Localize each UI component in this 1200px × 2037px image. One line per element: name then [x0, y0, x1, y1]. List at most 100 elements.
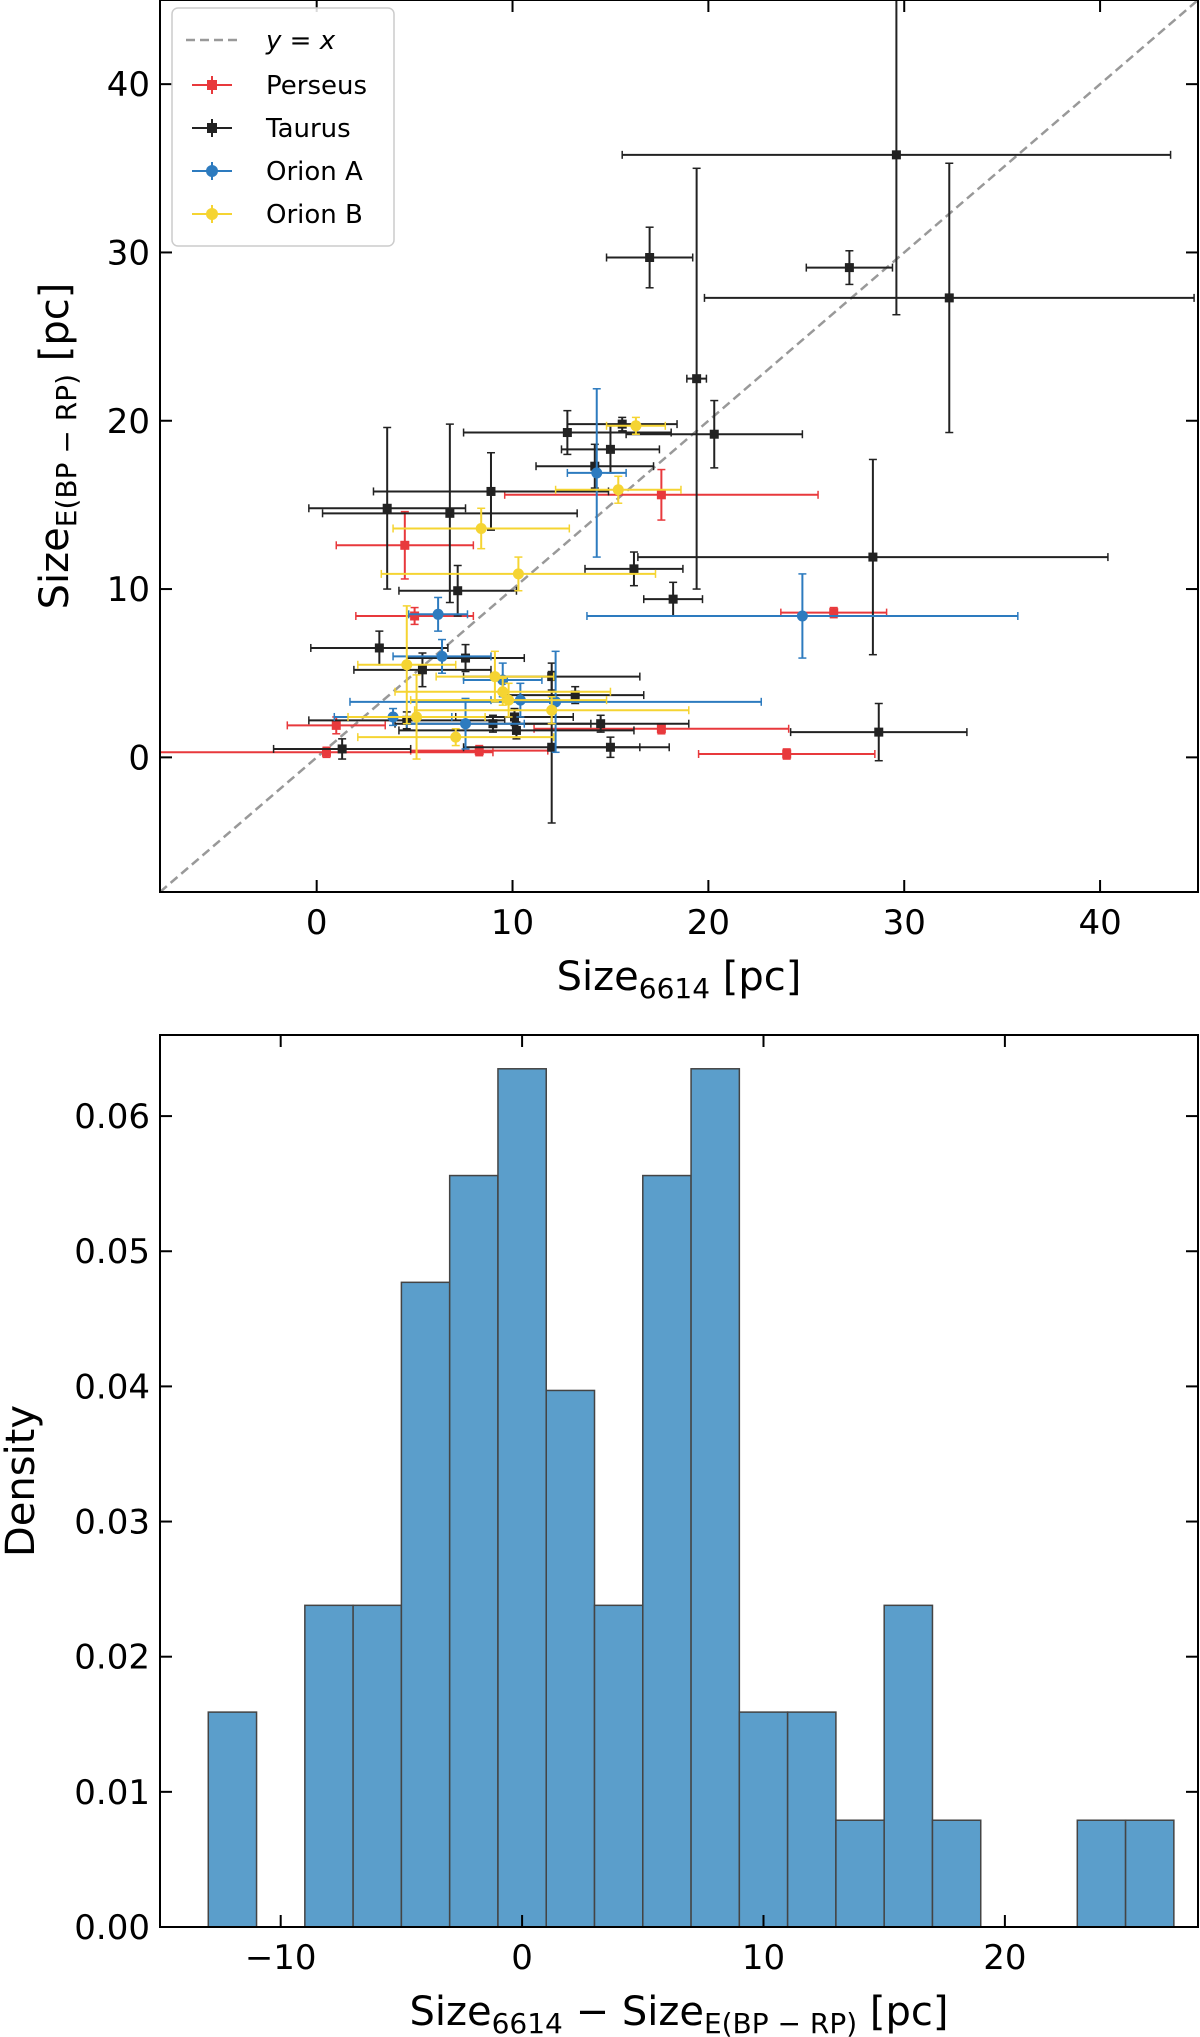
marker [417, 665, 427, 675]
marker [570, 690, 580, 700]
marker [829, 608, 839, 618]
point-taurus-29 [789, 702, 968, 762]
point-orion-b-7 [409, 682, 608, 718]
marker [460, 718, 472, 730]
scatter-tick-layer: 0 10 20 30 40 0 10 20 30 40 [107, 0, 1198, 943]
point-orion-a-0 [566, 388, 627, 558]
histogram-bar-15 [1076, 1819, 1127, 1928]
scatter-xlabel-main: Size [557, 954, 639, 1000]
marker [497, 686, 509, 698]
marker [617, 419, 627, 429]
histogram-bar-9 [690, 1068, 741, 1928]
scatter-plot-frame [159, 0, 1199, 893]
scatter-ylabel-main: Size [32, 527, 78, 609]
point-orion-b-8 [413, 696, 690, 725]
histogram-bar-13 [883, 1604, 934, 1928]
point-taurus-27 [550, 736, 670, 759]
marker [450, 731, 462, 743]
marker [630, 420, 642, 432]
legend-ref-rhs: x [319, 26, 336, 56]
marker [511, 725, 521, 735]
hist-ytick-label: 0.03 [74, 1503, 150, 1543]
point-taurus-7 [462, 409, 672, 456]
scatter-ytick-label: 30 [107, 233, 150, 273]
point-orion-a-6 [406, 697, 526, 750]
point-orion-b-5 [347, 674, 486, 760]
marker [474, 746, 484, 756]
hist-ytick-label: 0.06 [74, 1097, 150, 1137]
point-perseus-0 [335, 510, 475, 580]
hist-xtick-label: 20 [983, 1938, 1026, 1978]
hist-xtick-label: 0 [511, 1938, 533, 1978]
marker [509, 712, 519, 722]
scatter-data-layer [159, 0, 1199, 893]
hist-xtick-label: −10 [245, 1938, 317, 1978]
point-orion-a-2 [407, 596, 469, 632]
hist-xlabel-b-sub: E(BP − RP) [704, 2007, 857, 2037]
marker [546, 704, 558, 716]
point-perseus-1 [503, 468, 819, 521]
hist-xtick-label: 10 [742, 1938, 785, 1978]
legend-label-perseus: Perseus [266, 71, 367, 101]
hist-xlabel-unit: [pc] [857, 1989, 948, 2035]
legend-ref-op: = [281, 26, 319, 56]
legend-entry-taurus: Taurus [192, 114, 351, 144]
scatter-xlabel-unit: [pc] [710, 954, 801, 1000]
scatter-ylabel-unit: [pc] [32, 283, 78, 374]
scatter-y-axis-label: SizeE(BP − RP) [pc] [32, 283, 83, 610]
legend-entry-perseus: Perseus [192, 71, 367, 101]
point-taurus-17 [310, 630, 449, 666]
scatter-xlabel-sub: 6614 [639, 972, 710, 1005]
point-taurus-15 [642, 581, 704, 617]
marker [489, 671, 501, 683]
hist-ytick-label: 0.04 [74, 1367, 150, 1407]
point-orion-b-1 [554, 475, 682, 504]
point-orion-b-4 [357, 605, 457, 725]
histogram-bar-1 [304, 1604, 354, 1928]
scatter-ylabel-sub: E(BP − RP) [50, 374, 83, 527]
marker [605, 742, 615, 752]
hist-xlabel-a-main: Size [410, 1989, 492, 2035]
hist-ytick-label: 0.05 [74, 1232, 150, 1272]
hist-xlabel-op: − [563, 1989, 622, 2035]
marker [475, 522, 487, 534]
marker [512, 568, 524, 580]
histogram-bar-10 [738, 1711, 789, 1928]
marker [591, 467, 603, 479]
legend-label-taurus: Taurus [265, 114, 351, 144]
point-taurus-3 [703, 162, 1195, 434]
marker [612, 484, 624, 496]
series-orion-a [333, 388, 1019, 754]
marker [605, 444, 615, 454]
scatter-xtick-label: 0 [306, 903, 328, 943]
legend-entry-orion-b: Orion B [192, 200, 363, 230]
marker [944, 293, 954, 303]
marker [486, 486, 496, 496]
scatter-xtick-label: 40 [1078, 903, 1121, 943]
marker [432, 608, 444, 620]
histogram-bar-5 [497, 1068, 547, 1928]
legend-entry-orion-a: Orion A [192, 157, 363, 187]
scatter-panel: 0 10 20 30 40 0 10 20 30 40 y = x Perseus Taurus [32, 0, 1199, 1005]
point-orion-b-10 [394, 677, 612, 706]
histogram-x-axis-label: Size6614 − SizeE(BP − RP) [pc] [410, 1989, 949, 2037]
marker [796, 610, 808, 622]
marker [331, 720, 341, 730]
hist-xlabel-a-sub: 6614 [492, 2007, 563, 2037]
point-taurus-0 [621, 0, 1172, 316]
histogram-y-axis-label: Density [0, 1405, 44, 1557]
scatter-xtick-label: 30 [883, 903, 926, 943]
marker [656, 724, 666, 734]
point-taurus-6 [566, 416, 678, 432]
point-perseus-5 [533, 722, 790, 735]
point-taurus-1 [605, 226, 694, 289]
marker [411, 711, 423, 723]
histogram-panel: −10 0 10 20 0.00 0.01 0.02 0.03 0.04 0.05 0.06 Siz… [0, 1034, 1199, 2037]
reference-line-y-equals-x [159, 0, 1199, 893]
marker [337, 744, 347, 754]
point-orion-b-6 [435, 650, 555, 703]
point-taurus-12 [372, 451, 610, 531]
legend-marker-perseus [207, 80, 217, 90]
marker [382, 503, 392, 513]
